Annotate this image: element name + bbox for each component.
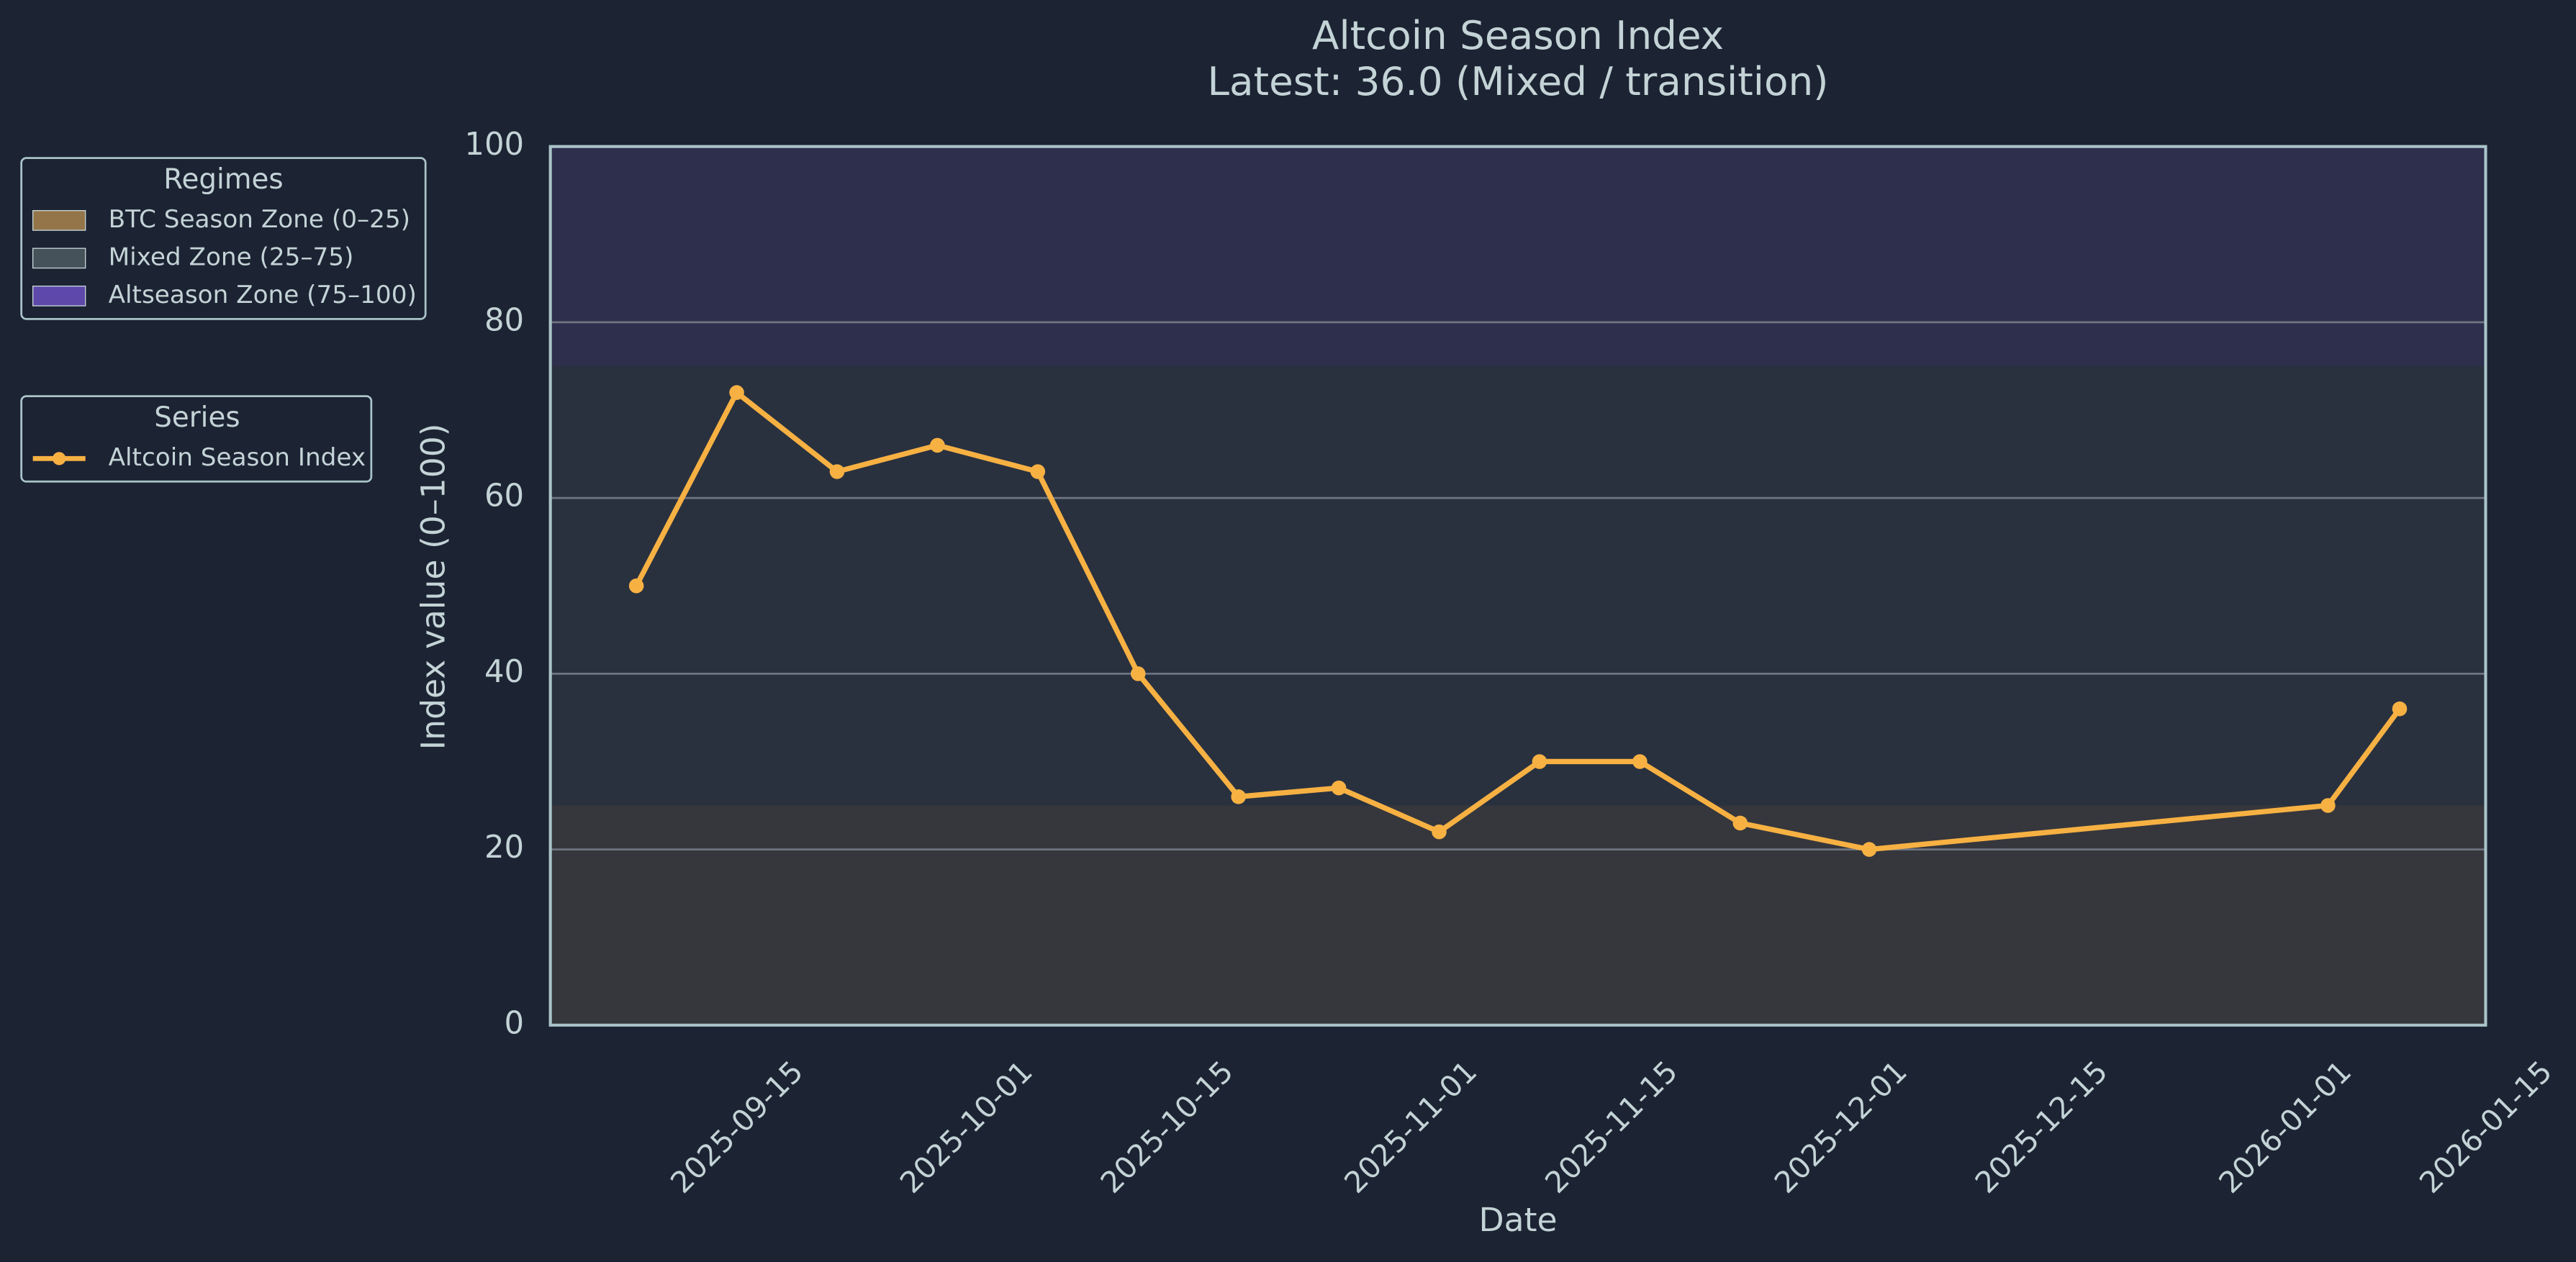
data-point	[1130, 666, 1146, 681]
y-axis-label: Index value (0–100)	[414, 423, 452, 750]
y-tick-label: 100	[464, 127, 524, 163]
data-point	[829, 464, 845, 479]
legend-label: Altseason Zone (75–100)	[109, 281, 417, 309]
y-tick-label: 40	[484, 654, 524, 690]
data-point	[1331, 780, 1347, 796]
y-tick-label: 20	[484, 830, 524, 866]
plot-area	[550, 146, 2486, 1025]
data-point	[2320, 798, 2336, 813]
chart-title: Altcoin Season Index	[1312, 12, 1724, 58]
data-point	[1231, 789, 1246, 804]
legend-marker	[53, 452, 66, 466]
plot-frame	[548, 145, 2487, 1027]
series-legend-title: Series	[154, 401, 240, 434]
y-tick-label: 0	[505, 1005, 525, 1041]
data-point	[1861, 842, 1877, 857]
x-axis-label: Date	[1479, 1201, 1558, 1239]
legend-swatch	[32, 248, 86, 269]
data-point	[628, 578, 644, 594]
data-point	[1532, 754, 1547, 769]
zone-band	[550, 366, 2486, 806]
data-point	[1030, 464, 1046, 479]
y-tick-label: 80	[484, 302, 524, 338]
legend-label: Altcoin Season Index	[109, 443, 366, 472]
data-point	[1432, 824, 1447, 840]
legend-label: Mixed Zone (25–75)	[109, 242, 354, 271]
data-point	[1732, 815, 1748, 831]
legend-swatch	[32, 285, 86, 307]
y-tick-label: 60	[484, 478, 524, 514]
legend-label: BTC Season Zone (0–25)	[109, 205, 410, 234]
data-point	[729, 385, 744, 400]
data-point	[2392, 701, 2408, 717]
zones-legend-title: Regimes	[163, 163, 283, 196]
zone-band	[550, 146, 2486, 366]
zone-band	[550, 805, 2486, 1025]
chart-subtitle: Latest: 36.0 (Mixed / transition)	[1208, 58, 1829, 104]
zones-legend-box	[20, 157, 427, 320]
data-point	[1632, 754, 1648, 769]
series-legend-box	[20, 395, 373, 483]
data-point	[930, 437, 945, 453]
legend-swatch	[32, 209, 86, 231]
